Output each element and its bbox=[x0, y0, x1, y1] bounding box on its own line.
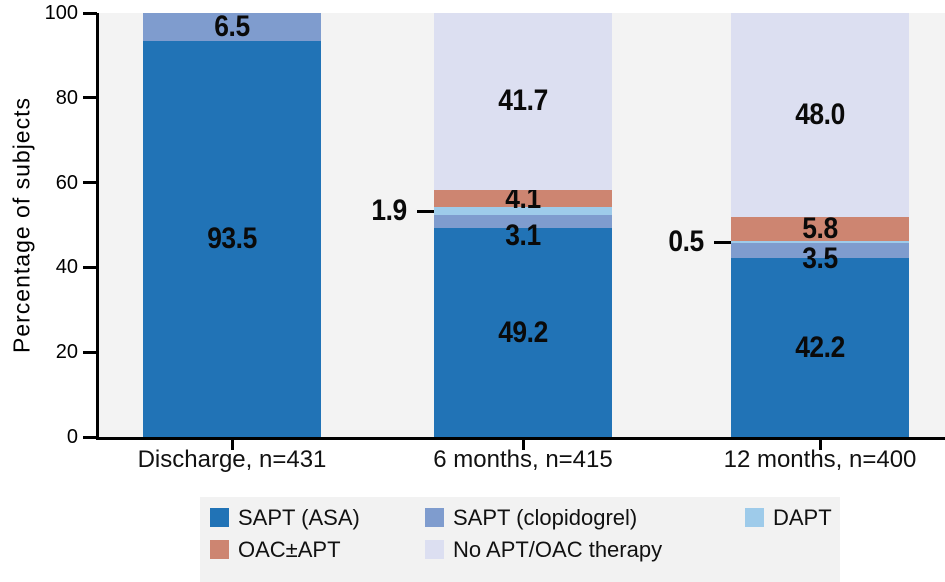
bar-value-label: 3.1 bbox=[505, 218, 541, 252]
legend-item-sapt-clopidogrel-: SAPT (clopidogrel) bbox=[425, 505, 637, 530]
y-tick-label: 20 bbox=[55, 341, 78, 364]
y-tick bbox=[83, 265, 97, 269]
bar-segment-dapt bbox=[434, 207, 612, 216]
legend-item-no-apt-oac-therapy: No APT/OAC therapy bbox=[425, 537, 662, 562]
bar-3: 42.2 3.5 5.8 48.0 bbox=[731, 13, 909, 437]
legend: SAPT (ASA) SAPT (clopidogrel) DAPT OAC±APT N… bbox=[200, 497, 840, 582]
y-tick bbox=[83, 181, 97, 185]
y-tick-label: 0 bbox=[66, 426, 78, 448]
legend-swatch bbox=[425, 540, 444, 559]
bar-segment-sapt-clopidogrel- bbox=[731, 243, 909, 259]
bar-2: 49.2 3.1 4.1 41.7 bbox=[434, 13, 612, 437]
bar-segment-sapt-asa- bbox=[143, 40, 321, 437]
y-tick bbox=[83, 96, 97, 100]
bar-segment-no-apt-oac-therapy bbox=[434, 13, 612, 190]
legend-label: SAPT (clopidogrel) bbox=[453, 505, 638, 530]
bar-value-label: 5.8 bbox=[802, 211, 838, 245]
bar-segment-oac-apt bbox=[731, 216, 909, 242]
legend-label: OAC±APT bbox=[238, 537, 341, 562]
legend-swatch bbox=[210, 508, 229, 527]
y-tick-label: 100 bbox=[44, 2, 78, 24]
bar-segment-dapt bbox=[731, 241, 909, 244]
legend-label: DAPT bbox=[773, 505, 832, 530]
y-tick bbox=[83, 11, 97, 15]
bar-segment-no-apt-oac-therapy bbox=[731, 13, 909, 217]
plot-area: 93.5 6.5 1.9 49.2 3.1 4.1 41.7 0.5 42.2 3.5 5.8 48.… bbox=[99, 9, 945, 437]
x-category-label: Discharge, n=431 bbox=[137, 446, 327, 473]
bar-value-label: 41.7 bbox=[498, 84, 548, 118]
legend-label: No APT/OAC therapy bbox=[453, 537, 663, 562]
legend-swatch bbox=[745, 508, 764, 527]
bar-value-label: 49.2 bbox=[498, 315, 548, 349]
bar-value-label: 42.2 bbox=[795, 330, 845, 364]
bar-value-label: 6.5 bbox=[214, 9, 250, 43]
x-category-label: 6 months, n=415 bbox=[433, 446, 613, 473]
y-tick-label: 80 bbox=[55, 86, 78, 109]
bar-value-label: 48.0 bbox=[795, 97, 845, 131]
legend-label: SAPT (ASA) bbox=[238, 505, 360, 530]
callout-1-9: 1.9 bbox=[269, 191, 461, 231]
bar-segment-sapt-asa- bbox=[731, 258, 909, 437]
bar-segment-sapt-clopidogrel- bbox=[434, 215, 612, 229]
bar-value-label: 93.5 bbox=[207, 221, 257, 255]
legend-swatch bbox=[425, 508, 444, 527]
bar-segment-oac-apt bbox=[434, 189, 612, 208]
callout-value-label: 1.9 bbox=[371, 194, 407, 228]
y-axis-line bbox=[96, 13, 99, 440]
bar-segment-sapt-asa- bbox=[434, 228, 612, 437]
x-axis-line bbox=[96, 437, 945, 440]
x-tick bbox=[521, 440, 525, 450]
y-tick-label: 40 bbox=[55, 256, 78, 279]
legend-swatch bbox=[210, 540, 229, 559]
legend-item-sapt-asa-: SAPT (ASA) bbox=[210, 505, 360, 530]
bar-value-label: 3.5 bbox=[802, 241, 838, 275]
y-tick bbox=[83, 435, 97, 439]
callout-0-5: 0.5 bbox=[566, 222, 758, 262]
y-axis-title: Percentage of subjects bbox=[8, 97, 35, 353]
x-tick bbox=[818, 440, 822, 450]
bar-1: 93.5 6.5 bbox=[143, 9, 321, 437]
legend-item-oac-apt: OAC±APT bbox=[210, 537, 341, 562]
x-category-label: 12 months, n=400 bbox=[723, 446, 917, 473]
y-tick-label: 60 bbox=[55, 171, 78, 194]
bar-segment-sapt-clopidogrel- bbox=[143, 13, 321, 41]
callout-value-label: 0.5 bbox=[668, 225, 704, 259]
x-tick bbox=[230, 440, 234, 450]
legend-item-dapt: DAPT bbox=[745, 505, 832, 530]
y-tick bbox=[83, 350, 97, 354]
